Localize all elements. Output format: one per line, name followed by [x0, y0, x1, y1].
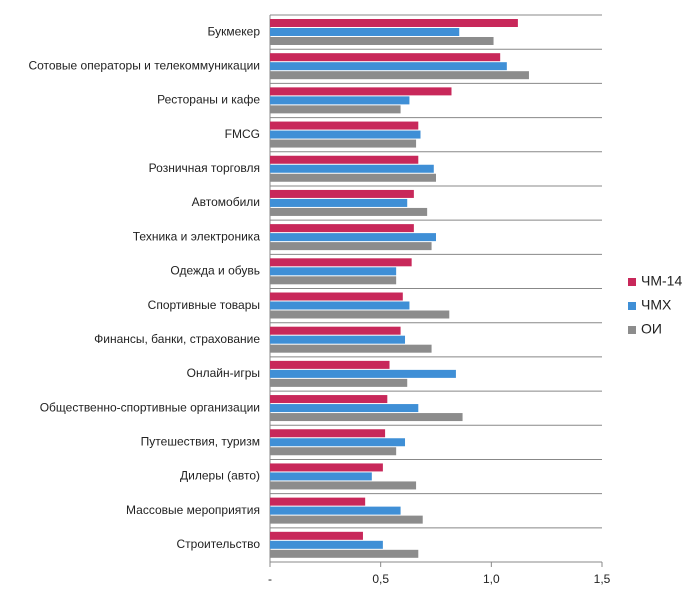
category-label: Автомобили [192, 195, 260, 209]
bar [270, 292, 403, 301]
bar [270, 164, 434, 173]
legend-swatch [628, 278, 636, 286]
legend-label: ЧМХ [641, 297, 672, 313]
bar [270, 155, 419, 164]
category-label: Букмекер [207, 24, 260, 38]
category-label: Одежда и обувь [170, 264, 260, 278]
x-tick-label: 1,0 [483, 572, 500, 586]
bar [270, 121, 419, 130]
legend-swatch [628, 302, 636, 310]
bar [270, 472, 372, 481]
bar [270, 404, 419, 413]
bar [270, 53, 501, 62]
bar [270, 139, 417, 148]
category-label: Техника и электроника [133, 229, 261, 243]
category-label: Финансы, банки, страхование [94, 332, 260, 346]
bar [270, 540, 383, 549]
bar [270, 515, 423, 524]
bar [270, 198, 408, 207]
bar [270, 344, 432, 353]
bar [270, 87, 452, 96]
bar [270, 481, 417, 490]
bar [270, 276, 397, 285]
bar [270, 497, 366, 506]
bar [270, 258, 412, 267]
bar [270, 37, 494, 45]
bar [270, 438, 406, 447]
bar [270, 62, 507, 71]
bar [270, 447, 397, 456]
category-label: FMCG [225, 127, 260, 141]
bar [270, 267, 397, 276]
category-label: Спортивные товары [148, 298, 260, 312]
category-label: Массовые мероприятия [126, 503, 260, 517]
bar [270, 310, 450, 319]
category-label: Путешествия, туризм [141, 435, 260, 449]
bar [270, 463, 383, 472]
legend-label: ЧМ-14 [641, 273, 682, 289]
bar [270, 71, 529, 80]
category-label: Розничная торговля [149, 161, 260, 175]
category-label: Дилеры (авто) [180, 469, 260, 483]
legend-swatch [628, 326, 636, 334]
bar [270, 301, 410, 310]
bar [270, 19, 518, 27]
category-label: Рестораны и кафе [157, 93, 260, 107]
bar [270, 531, 363, 540]
bar [270, 224, 414, 233]
bar [270, 96, 410, 105]
bar [270, 360, 390, 369]
legend-label: ОИ [641, 321, 662, 337]
bar [270, 369, 456, 378]
bar [270, 549, 419, 558]
x-tick-label: 0,5 [372, 572, 389, 586]
bar [270, 28, 460, 36]
x-tick-label: - [268, 572, 272, 586]
bar [270, 395, 388, 404]
bar [270, 335, 406, 344]
category-label: Сотовые операторы и телекоммуникации [28, 58, 260, 72]
bar [270, 326, 401, 335]
bar [270, 130, 421, 139]
bar [270, 429, 386, 438]
bar [270, 207, 428, 216]
bar [270, 242, 432, 251]
bar [270, 173, 436, 182]
bar [270, 506, 401, 515]
x-tick-label: 1,5 [594, 572, 611, 586]
bar [270, 105, 401, 114]
bar [270, 233, 436, 242]
category-label: Онлайн-игры [187, 366, 260, 380]
bar [270, 378, 408, 387]
bar [270, 413, 463, 422]
bar [270, 189, 414, 198]
category-label: Общественно-спортивные организации [40, 400, 260, 414]
category-label: Строительство [176, 537, 260, 551]
